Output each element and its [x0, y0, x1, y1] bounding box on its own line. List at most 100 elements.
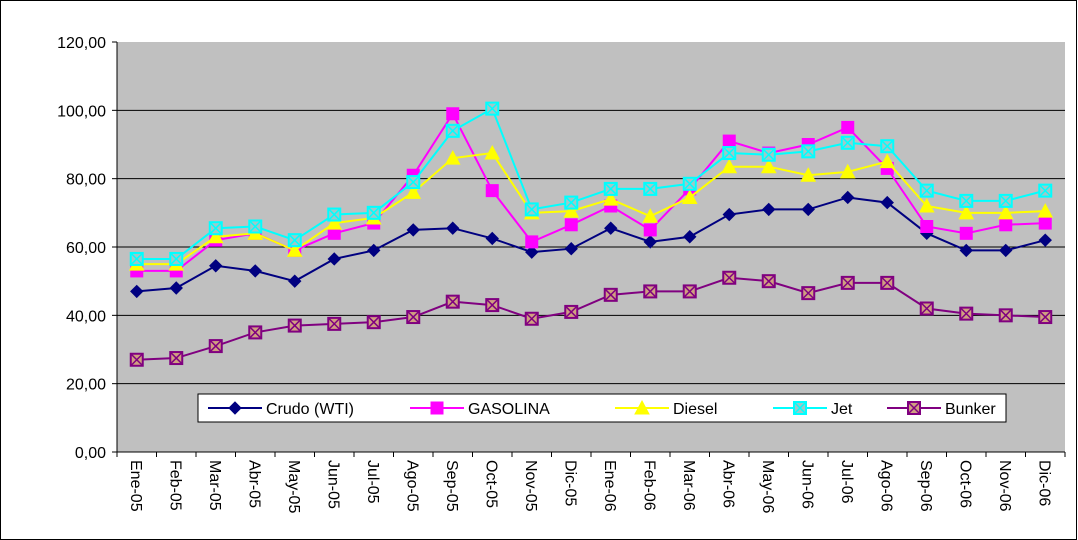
marker-cross	[248, 325, 262, 339]
marker	[762, 202, 776, 217]
marker	[445, 294, 460, 309]
marker	[998, 308, 1013, 323]
marker	[446, 107, 460, 121]
marker	[1038, 216, 1052, 230]
marker-cross	[130, 252, 144, 266]
marker-cross	[446, 295, 460, 309]
marker	[209, 259, 223, 273]
marker	[959, 243, 973, 258]
marker-cross	[564, 305, 578, 319]
marker	[761, 147, 776, 162]
marker-cross	[169, 351, 183, 365]
marker	[801, 144, 816, 159]
marker	[248, 219, 263, 234]
marker-cross	[793, 401, 807, 415]
marker-cross	[801, 144, 815, 158]
marker	[681, 189, 698, 204]
marker	[327, 316, 342, 331]
marker	[208, 339, 223, 354]
x-tick-label: Jun-06	[798, 460, 815, 509]
marker	[208, 221, 223, 236]
marker-cross	[288, 233, 302, 247]
y-tick-label: 100,00	[57, 103, 106, 120]
marker	[919, 183, 934, 198]
marker	[287, 318, 302, 333]
marker	[880, 275, 895, 290]
marker	[682, 176, 697, 191]
marker	[169, 281, 183, 295]
x-tick-label: Jul-06	[838, 460, 855, 504]
marker	[841, 190, 855, 205]
marker	[959, 193, 974, 208]
marker-cross	[643, 284, 657, 298]
marker	[801, 286, 816, 301]
marker	[643, 223, 657, 237]
marker	[484, 144, 501, 160]
marker	[642, 208, 659, 223]
marker	[999, 218, 1013, 232]
marker	[958, 204, 975, 220]
marker-cross	[130, 353, 144, 367]
marker	[367, 243, 381, 258]
marker	[880, 139, 895, 154]
y-tick-label: 20,00	[66, 377, 106, 394]
marker	[287, 233, 302, 248]
marker	[907, 401, 921, 415]
marker	[326, 215, 343, 230]
marker	[248, 325, 263, 340]
x-tick-label: Jul-05	[364, 460, 381, 504]
y-tick-label: 120,00	[57, 35, 106, 52]
marker	[634, 399, 650, 415]
marker-cross	[525, 202, 539, 216]
marker	[130, 284, 144, 299]
x-tick-label: Ago-05	[403, 460, 420, 512]
marker	[604, 221, 618, 235]
marker-cross	[209, 339, 223, 353]
marker	[999, 243, 1013, 258]
marker-cross	[485, 298, 499, 312]
marker	[129, 251, 144, 266]
marker	[918, 197, 935, 213]
marker-cross	[604, 182, 618, 196]
marker	[366, 205, 381, 220]
marker	[327, 207, 342, 222]
marker	[801, 202, 815, 217]
marker	[722, 146, 737, 161]
marker	[760, 158, 777, 174]
marker-cross	[999, 308, 1013, 322]
x-tick-label: Mar-06	[680, 460, 697, 511]
marker-cross	[367, 315, 381, 329]
marker-cross	[722, 271, 736, 285]
marker	[485, 231, 499, 246]
marker	[998, 193, 1013, 208]
legend-label: Diesel	[673, 401, 717, 418]
marker	[564, 218, 578, 232]
marker	[722, 134, 736, 148]
marker	[525, 235, 539, 249]
marker-cross	[999, 194, 1013, 208]
marker-cross	[327, 317, 341, 331]
marker	[643, 235, 657, 249]
marker	[603, 181, 618, 196]
marker	[564, 195, 579, 210]
marker	[288, 274, 302, 288]
x-tick-label: Ago-06	[877, 460, 894, 512]
x-tick-label: Nov-05	[522, 460, 539, 512]
marker-cross	[959, 307, 973, 321]
marker	[722, 207, 736, 222]
y-tick-label: 0,00	[75, 445, 106, 462]
x-tick-label: May-05	[285, 460, 302, 513]
series-line	[136, 196, 1046, 293]
marker-cross	[722, 146, 736, 160]
marker	[485, 101, 500, 116]
marker	[564, 242, 578, 256]
marker-cross	[880, 276, 894, 290]
marker	[879, 153, 896, 169]
marker	[761, 274, 776, 289]
marker	[839, 163, 856, 179]
x-tick-label: Dic-05	[561, 460, 578, 506]
marker	[169, 251, 184, 266]
marker-cross	[762, 274, 776, 288]
marker	[997, 204, 1014, 220]
marker	[485, 184, 499, 198]
